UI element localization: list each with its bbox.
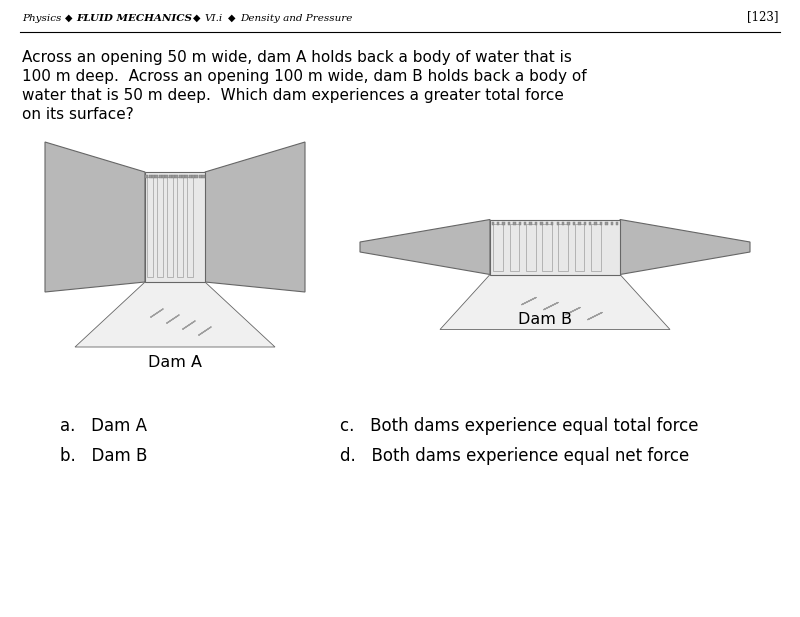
Bar (508, 222, 510, 225)
Bar (616, 222, 618, 225)
Bar (167, 177, 173, 277)
Bar (152, 175, 155, 178)
Text: Physics: Physics (22, 14, 62, 23)
Bar (189, 175, 191, 178)
Bar (497, 222, 499, 225)
Bar (567, 222, 570, 225)
Bar (583, 222, 586, 225)
Text: water that is 50 m deep.  Which dam experiences a greater total force: water that is 50 m deep. Which dam exper… (22, 88, 564, 103)
Bar (195, 175, 198, 178)
Bar (594, 222, 597, 225)
Bar (562, 222, 564, 225)
Bar (524, 222, 526, 225)
Polygon shape (360, 220, 490, 275)
Text: Dam B: Dam B (518, 312, 572, 327)
Bar (610, 222, 613, 225)
Text: b.   Dam B: b. Dam B (60, 447, 147, 465)
Bar (557, 222, 559, 225)
Bar (590, 223, 601, 270)
Bar (175, 175, 178, 178)
Bar (558, 223, 568, 270)
Bar (165, 175, 168, 178)
Text: Density and Pressure: Density and Pressure (240, 14, 352, 23)
Bar (169, 175, 171, 178)
Bar (177, 177, 183, 277)
Bar (155, 175, 158, 178)
Bar (185, 175, 188, 178)
Polygon shape (45, 142, 145, 292)
Text: a.   Dam A: a. Dam A (60, 417, 147, 435)
Bar (198, 175, 202, 178)
Polygon shape (620, 220, 750, 275)
Text: c.   Both dams experience equal total force: c. Both dams experience equal total forc… (340, 417, 698, 435)
Bar (145, 175, 148, 178)
Bar (178, 175, 182, 178)
Bar (518, 222, 521, 225)
Text: ◆: ◆ (193, 13, 201, 23)
Bar (589, 222, 591, 225)
Bar (510, 223, 519, 270)
Bar (182, 175, 185, 178)
Bar (147, 177, 153, 277)
Bar (502, 222, 505, 225)
Bar (157, 177, 163, 277)
Bar (574, 223, 584, 270)
Bar (158, 175, 162, 178)
Bar (600, 222, 602, 225)
Text: 100 m deep.  Across an opening 100 m wide, dam B holds back a body of: 100 m deep. Across an opening 100 m wide… (22, 69, 586, 84)
Text: Across an opening 50 m wide, dam A holds back a body of water that is: Across an opening 50 m wide, dam A holds… (22, 50, 572, 65)
Bar (578, 222, 581, 225)
Bar (606, 222, 608, 225)
Polygon shape (440, 275, 670, 329)
Bar (546, 222, 548, 225)
Text: FLUID MECHANICS: FLUID MECHANICS (76, 14, 192, 23)
Bar (530, 222, 532, 225)
Bar (162, 175, 165, 178)
Polygon shape (205, 142, 305, 292)
Bar (490, 220, 620, 275)
Text: ◆: ◆ (65, 13, 73, 23)
Bar (573, 222, 575, 225)
Bar (542, 223, 552, 270)
Text: ◆: ◆ (228, 13, 235, 23)
Text: on its surface?: on its surface? (22, 107, 134, 122)
Bar (513, 222, 515, 225)
Bar (187, 177, 193, 277)
Text: Dam A: Dam A (148, 355, 202, 370)
Bar (145, 172, 205, 282)
Bar (491, 222, 494, 225)
Text: VI.i: VI.i (204, 14, 222, 23)
Bar (540, 222, 542, 225)
Bar (149, 175, 151, 178)
Bar (192, 175, 195, 178)
Text: [123]: [123] (746, 10, 778, 23)
Bar (526, 223, 535, 270)
Polygon shape (75, 282, 275, 347)
Bar (202, 175, 205, 178)
Bar (551, 222, 554, 225)
Bar (172, 175, 175, 178)
Text: d.   Both dams experience equal net force: d. Both dams experience equal net force (340, 447, 690, 465)
Bar (535, 222, 538, 225)
Bar (494, 223, 503, 270)
